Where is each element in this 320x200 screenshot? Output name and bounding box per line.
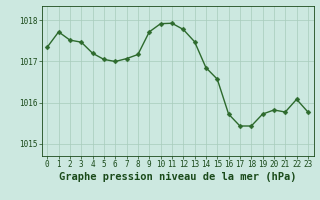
X-axis label: Graphe pression niveau de la mer (hPa): Graphe pression niveau de la mer (hPa) (59, 172, 296, 182)
